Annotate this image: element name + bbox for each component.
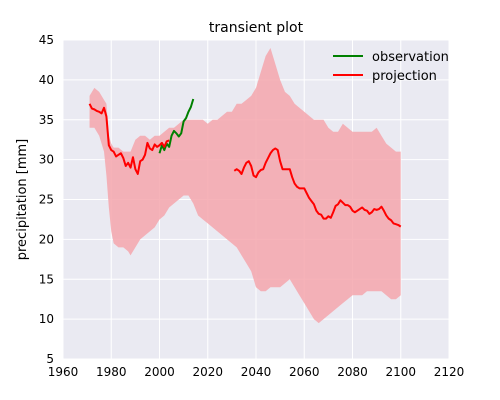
x-tick-2080: 2080 bbox=[337, 365, 368, 379]
series-line-projection-2 bbox=[233, 147, 402, 228]
x-tick-2040: 2040 bbox=[241, 365, 272, 379]
x-tick-2060: 2060 bbox=[289, 365, 320, 379]
x-tick-2100: 2100 bbox=[385, 365, 416, 379]
x-tick-labels: 1960 1980 2000 2020 2040 2060 2080 2100 2120 bbox=[48, 365, 465, 379]
y-tick-15: 15 bbox=[39, 272, 54, 286]
chart-title: transient plot bbox=[209, 20, 304, 36]
y-tick-5: 5 bbox=[46, 352, 54, 366]
x-tick-2000: 2000 bbox=[144, 365, 175, 379]
y-tick-20: 20 bbox=[39, 232, 54, 246]
y-tick-45: 45 bbox=[39, 33, 54, 47]
band-area bbox=[89, 47, 401, 324]
series-lines bbox=[88, 98, 402, 228]
x-tick-2120: 2120 bbox=[434, 365, 465, 379]
legend-label-observation: observation bbox=[372, 50, 449, 65]
y-tick-labels: 5 10 15 20 25 30 35 40 45 bbox=[39, 33, 54, 366]
y-tick-10: 10 bbox=[39, 312, 54, 326]
series-line-projection-1 bbox=[88, 103, 170, 175]
y-tick-30: 30 bbox=[39, 153, 54, 167]
x-tick-2020: 2020 bbox=[192, 365, 223, 379]
y-tick-25: 25 bbox=[39, 193, 54, 207]
series-line-observation-0 bbox=[158, 98, 195, 154]
x-tick-1960: 1960 bbox=[48, 365, 79, 379]
legend-label-projection: projection bbox=[372, 69, 437, 84]
legend: observation projection bbox=[333, 50, 449, 84]
uncertainty-band bbox=[89, 47, 401, 324]
y-tick-40: 40 bbox=[39, 73, 54, 87]
y-axis-label: precipitation [mm] bbox=[15, 139, 30, 261]
x-tick-1980: 1980 bbox=[96, 365, 127, 379]
y-tick-35: 35 bbox=[39, 113, 54, 127]
